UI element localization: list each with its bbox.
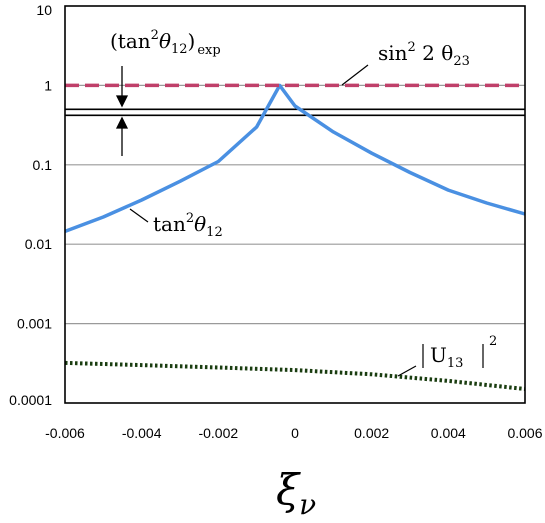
x-tick-label-5: 0.004 [431,425,466,441]
x-tick-label-1: -0.004 [122,425,162,441]
y-tick-label-2: 0.1 [33,157,53,173]
series-line-u13 [64,360,526,391]
y-tick-label-4: 0.001 [17,316,52,332]
x-tick-label-2: -0.002 [198,425,238,441]
svg-text:U13: U13 [430,343,463,371]
series-line-tan-theta12 [64,83,526,234]
x-tick-labels: -0.006 -0.004 -0.002 0 0.002 0.004 0.006 [45,425,543,441]
plot-frame [64,5,526,404]
x-tick-label-4: 0.002 [354,425,389,441]
annotation-u13-leader [397,365,417,377]
annotation-u13: U13 2 [422,334,497,371]
annotation-sin23: sin2 2 θ23 [378,40,470,69]
annotation-tan12-leader [129,208,149,223]
annotation-tan-exp-arrows [115,66,129,156]
annotation-tan-exp: (tan2θ12) exp [110,28,221,58]
annotation-sin23-leader [341,64,369,86]
y-tick-label-3: 0.01 [25,236,52,252]
x-tick-label-6: 0.006 [507,425,542,441]
svg-text:2: 2 [489,334,497,349]
x-tick-label-0: -0.006 [45,425,85,441]
series-group [64,83,526,391]
y-tick-label-1: 1 [44,77,52,93]
y-tick-labels: 10 1 0.1 0.01 0.001 0.0001 [9,2,52,408]
x-axis-label: ξν [276,465,316,521]
y-tick-label-0: 10 [36,2,52,18]
annotation-tan12: tan2θ12 [153,211,223,240]
x-tick-label-3: 0 [291,425,299,441]
y-tick-label-5: 0.0001 [9,392,52,408]
experimental-band [65,108,525,117]
plot-background [65,6,525,403]
